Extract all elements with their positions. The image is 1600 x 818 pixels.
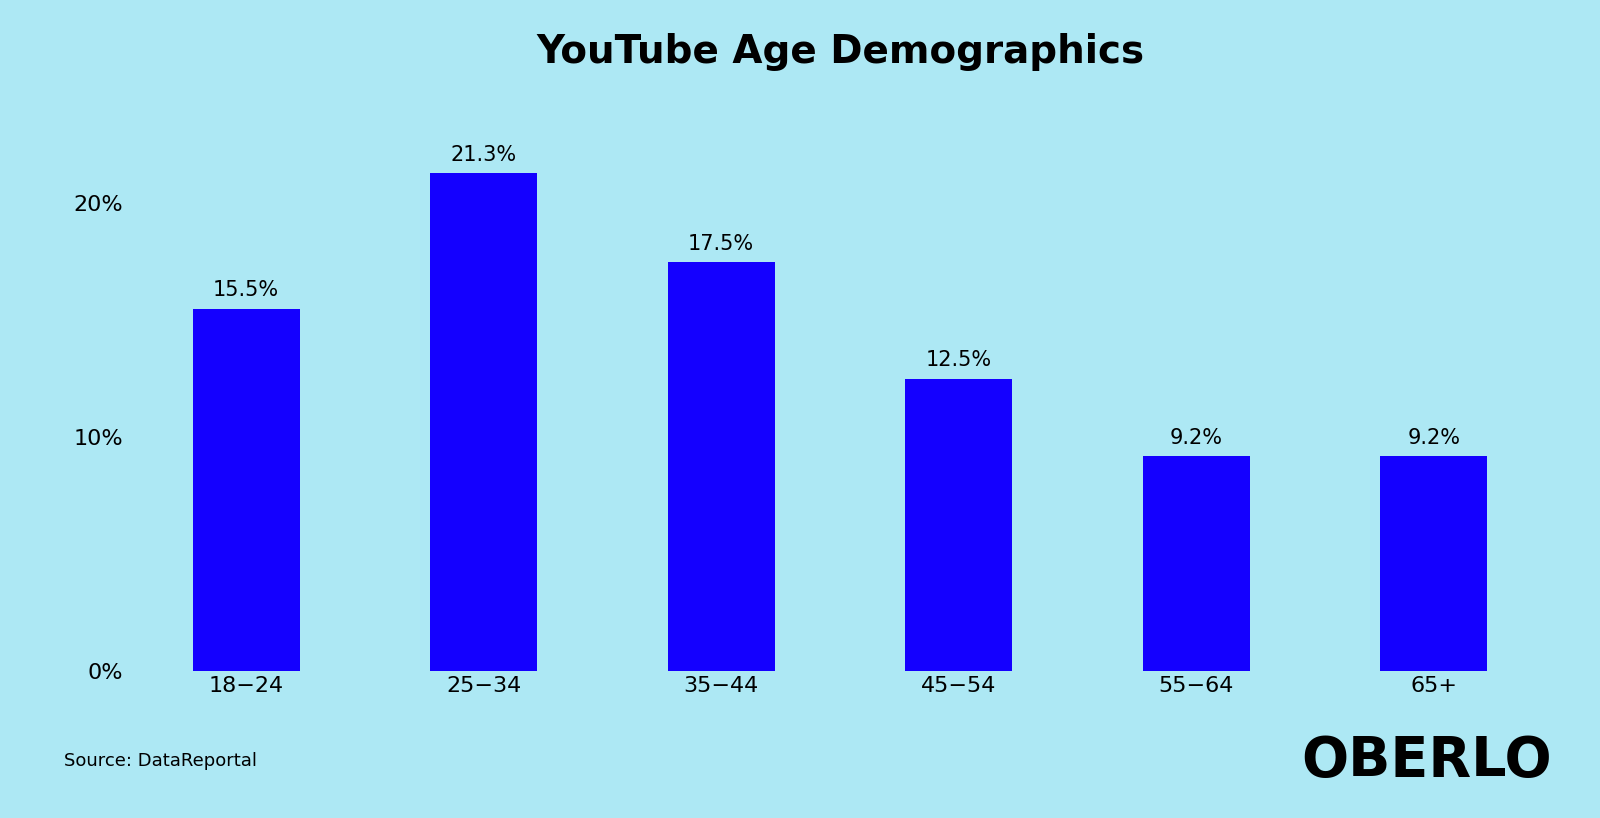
- Bar: [906, 379, 1013, 671]
- Text: 9.2%: 9.2%: [1408, 428, 1461, 447]
- Text: 15.5%: 15.5%: [213, 281, 280, 300]
- Text: 12.5%: 12.5%: [926, 350, 992, 371]
- Text: Source: DataReportal: Source: DataReportal: [64, 752, 258, 770]
- Text: 9.2%: 9.2%: [1170, 428, 1222, 447]
- Bar: [1142, 456, 1250, 671]
- Bar: [1381, 456, 1488, 671]
- Text: 17.5%: 17.5%: [688, 234, 754, 254]
- Title: YouTube Age Demographics: YouTube Age Demographics: [536, 34, 1144, 71]
- Text: 21.3%: 21.3%: [451, 145, 517, 164]
- Bar: [667, 262, 774, 671]
- Bar: [192, 308, 299, 671]
- Bar: [430, 173, 538, 671]
- Text: OBERLO: OBERLO: [1301, 734, 1552, 788]
